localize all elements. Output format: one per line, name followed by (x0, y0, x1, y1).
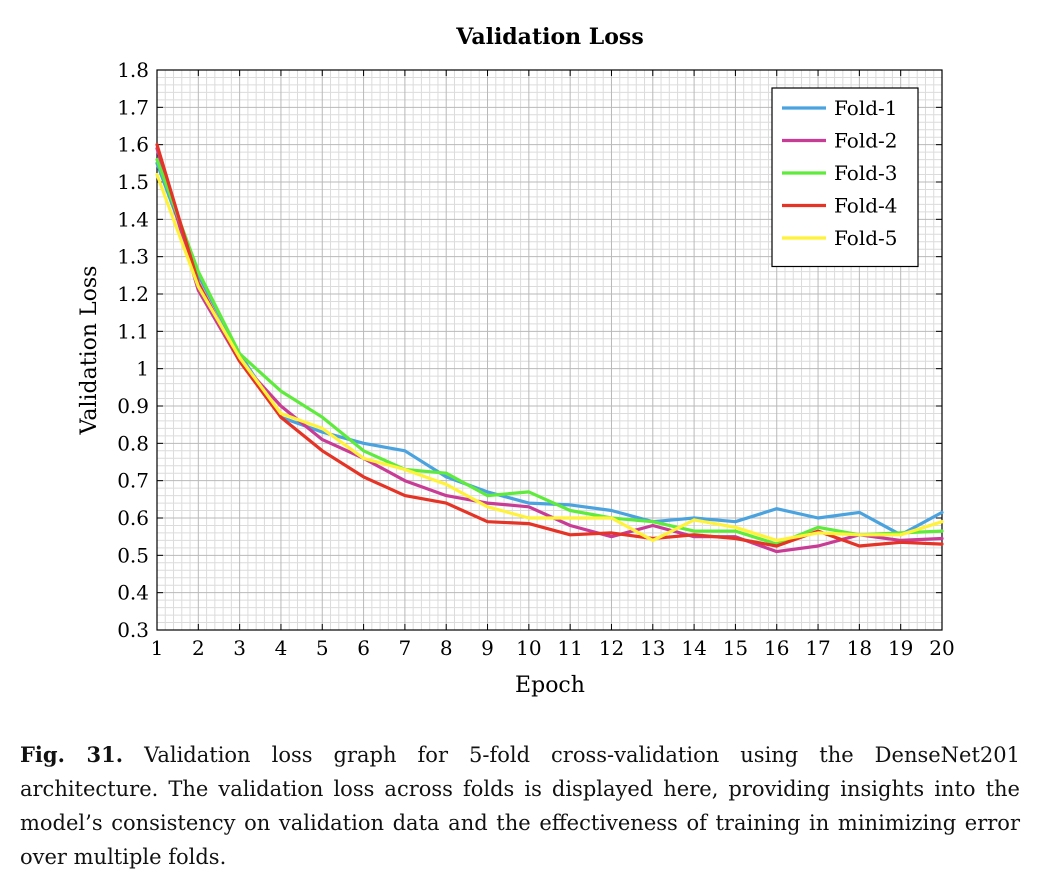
y-tick-label: 0.6 (117, 506, 149, 530)
x-tick-label: 5 (316, 636, 329, 660)
x-tick-label: 19 (888, 636, 913, 660)
x-tick-label: 16 (764, 636, 789, 660)
y-tick-label: 1.6 (117, 133, 149, 157)
x-tick-label: 15 (723, 636, 748, 660)
y-tick-label: 0.3 (117, 618, 149, 642)
series-line-fold-5 (155, 172, 944, 543)
x-tick-label: 12 (599, 636, 624, 660)
y-tick-label: 0.4 (117, 581, 149, 605)
x-tick-label: 1 (151, 636, 164, 660)
x-tick-label: 17 (805, 636, 830, 660)
y-tick-label: 0.8 (117, 431, 149, 455)
x-tick-label: 11 (557, 636, 582, 660)
y-tick-label: 0.5 (117, 543, 149, 567)
y-tick-label: 1.7 (117, 95, 149, 119)
x-tick-label: 3 (233, 636, 246, 660)
series-layer (155, 143, 944, 554)
y-tick-label: 1.4 (117, 207, 149, 231)
plot-area-frame (156, 69, 943, 631)
legend-label: Fold-2 (834, 129, 898, 153)
legend-label: Fold-1 (834, 96, 898, 120)
y-tick-label: 1.1 (117, 319, 149, 343)
series-line-fold-2 (155, 146, 944, 554)
x-tick-label: 7 (399, 636, 412, 660)
series-line-fold-3 (155, 158, 944, 546)
y-tick-label: 0.9 (117, 394, 149, 418)
y-tick-label: 1 (136, 357, 149, 381)
x-tick-label: 14 (681, 636, 706, 660)
series-line-fold-1 (155, 161, 944, 537)
y-tick-label: 1.3 (117, 245, 149, 269)
x-tick-label: 13 (640, 636, 665, 660)
caption-label: Fig. 31. (20, 742, 124, 767)
y-tick-label: 1.2 (117, 282, 149, 306)
x-axis-label: Epoch (515, 673, 585, 698)
legend: Fold-1 Fold-2 Fold-3 Fold-4 Fold-5 (771, 87, 919, 268)
x-tick-label: 18 (847, 636, 872, 660)
legend-label: Fold-5 (834, 226, 898, 250)
axis-ticks: 1 2 3 4 5 6 7 8 9 10 11 12 13 14 15 16 17 18 19 200.30.40.5… (117, 58, 955, 660)
x-tick-label: 8 (440, 636, 453, 660)
y-tick-label: 0.7 (117, 469, 149, 493)
figure-caption: Fig. 31. Validation loss graph for 5-fol… (20, 738, 1020, 874)
x-tick-label: 20 (929, 636, 954, 660)
x-tick-label: 9 (481, 636, 494, 660)
chart-title: Validation Loss (455, 24, 643, 50)
y-tick-label: 1.8 (117, 58, 149, 82)
grid-layer (156, 69, 943, 631)
x-tick-label: 4 (275, 636, 288, 660)
x-tick-label: 10 (516, 636, 541, 660)
caption-text: Validation loss graph for 5-fold cross-v… (20, 743, 1020, 869)
legend-label: Fold-4 (834, 194, 898, 218)
x-tick-label: 6 (357, 636, 370, 660)
y-axis-label: Validation Loss (77, 266, 102, 436)
legend-label: Fold-3 (834, 161, 898, 185)
x-tick-label: 2 (192, 636, 205, 660)
y-tick-label: 1.5 (117, 170, 149, 194)
